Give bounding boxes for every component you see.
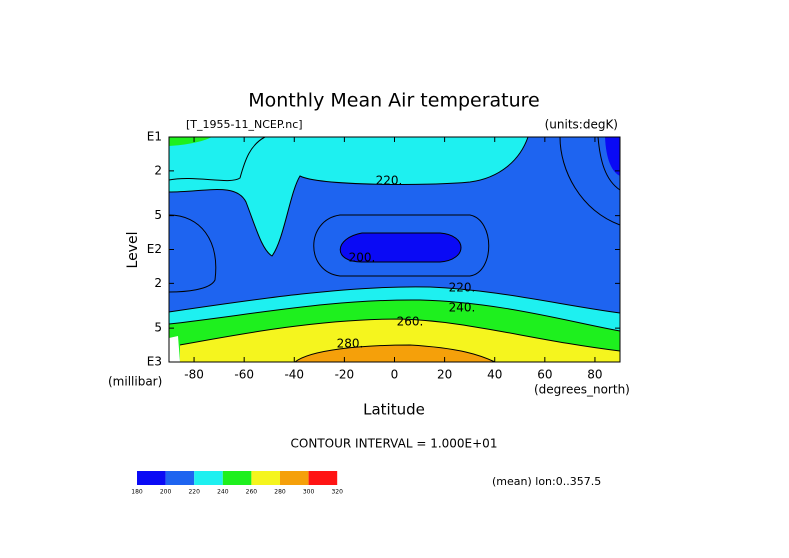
contour-label: 220. (449, 281, 476, 295)
colorbar-label: 240 (217, 489, 229, 496)
x-tick-label: -60 (234, 368, 254, 382)
contour-line (168, 136, 529, 257)
colorbar-box (251, 471, 280, 485)
source-label: [T_1955-11_NCEP.nc] (186, 118, 303, 131)
colorbar-label: 220 (188, 489, 200, 496)
y-tick-label: E1 (147, 130, 162, 144)
y-tick-label: 5 (154, 208, 162, 222)
band (340, 233, 461, 262)
footnote: (mean) lon:0..357.5 (492, 475, 601, 488)
contour-line (168, 299, 621, 332)
y-tick-label: E2 (147, 242, 162, 256)
colorbar-label: 200 (160, 489, 172, 496)
y-tick-label: E3 (147, 355, 162, 369)
contour-label: 220. (376, 174, 403, 188)
contour-label: 260. (397, 315, 424, 329)
band (605, 137, 620, 176)
x-axis-label: Latitude (363, 401, 425, 419)
colorbar-box (222, 471, 252, 485)
colorbar-label: 260 (246, 489, 258, 496)
y-tick-label: 2 (154, 163, 162, 177)
units-label: (units:degK) (545, 118, 618, 132)
y-tick-label: 2 (154, 276, 162, 290)
colorbar-label: 180 (131, 489, 143, 496)
missing-area (169, 336, 180, 362)
contour-line (168, 286, 621, 314)
contour-fill (169, 137, 620, 362)
contour-label: 240. (449, 301, 476, 315)
x-units: (degrees_north) (534, 383, 630, 397)
colorbar-box (137, 471, 166, 485)
contour-line (597, 136, 621, 191)
x-tick-label: 40 (487, 368, 502, 382)
y-units: (millibar) (108, 375, 162, 389)
contour-interval: CONTOUR INTERVAL = 1.000E+01 (291, 437, 498, 451)
colorbar-label: 280 (274, 489, 286, 496)
contour-line (179, 318, 621, 352)
x-tick-label: -80 (184, 368, 204, 382)
contour-line (559, 136, 621, 226)
colorbar-box (165, 471, 195, 485)
contour-line (168, 214, 217, 293)
contour-label: 200. (349, 251, 376, 265)
x-tick-label: 80 (587, 368, 602, 382)
colorbar-box (194, 471, 223, 485)
band (180, 319, 620, 362)
contour-line (168, 136, 266, 182)
colorbar-box (280, 471, 309, 485)
colorbar-box (308, 471, 338, 485)
contour-lines (168, 136, 621, 363)
contour-label: 280. (337, 337, 364, 351)
x-tick-label: -20 (335, 368, 355, 382)
colorbar-label: 300 (303, 489, 315, 496)
band (169, 137, 528, 256)
contour-line (339, 232, 462, 263)
y-axis-label: Level (125, 232, 141, 269)
x-tick-label: 0 (391, 368, 399, 382)
band (169, 137, 212, 146)
colorbar-label: 320 (331, 489, 343, 496)
x-tick-label: 20 (437, 368, 452, 382)
x-tick-label: 60 (537, 368, 552, 382)
contour-line (294, 344, 496, 363)
colorbar: 180 200 220 240 260 280 300 320 (131, 471, 343, 496)
contour-line (313, 214, 490, 277)
x-tick-label: -40 (284, 368, 304, 382)
chart-title: Monthly Mean Air temperature (248, 90, 539, 112)
y-tick-label: 5 (154, 321, 162, 335)
